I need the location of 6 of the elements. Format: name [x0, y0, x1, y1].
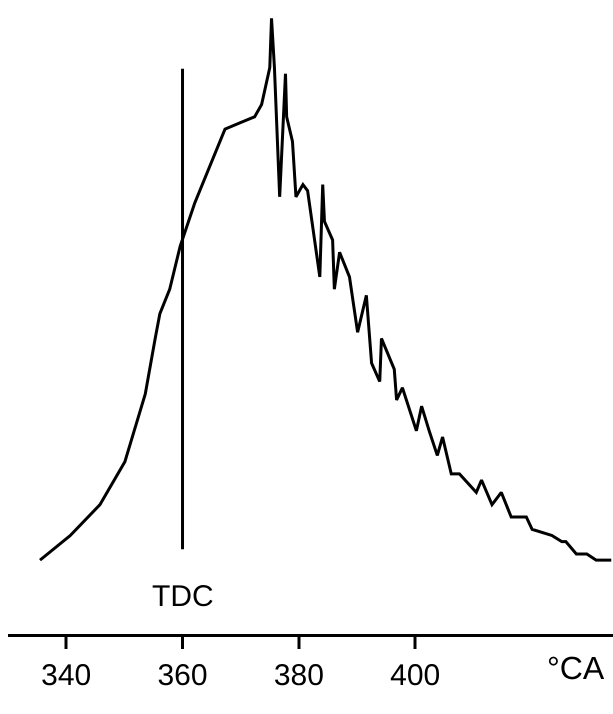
x-tick-label: 400	[390, 659, 440, 692]
x-tick-label: 380	[274, 659, 324, 692]
ref-line-label: TDC	[152, 580, 214, 613]
x-axis-title: °CA	[547, 650, 605, 686]
x-tick-label: 340	[41, 659, 92, 692]
x-tick-label: 360	[157, 659, 208, 692]
